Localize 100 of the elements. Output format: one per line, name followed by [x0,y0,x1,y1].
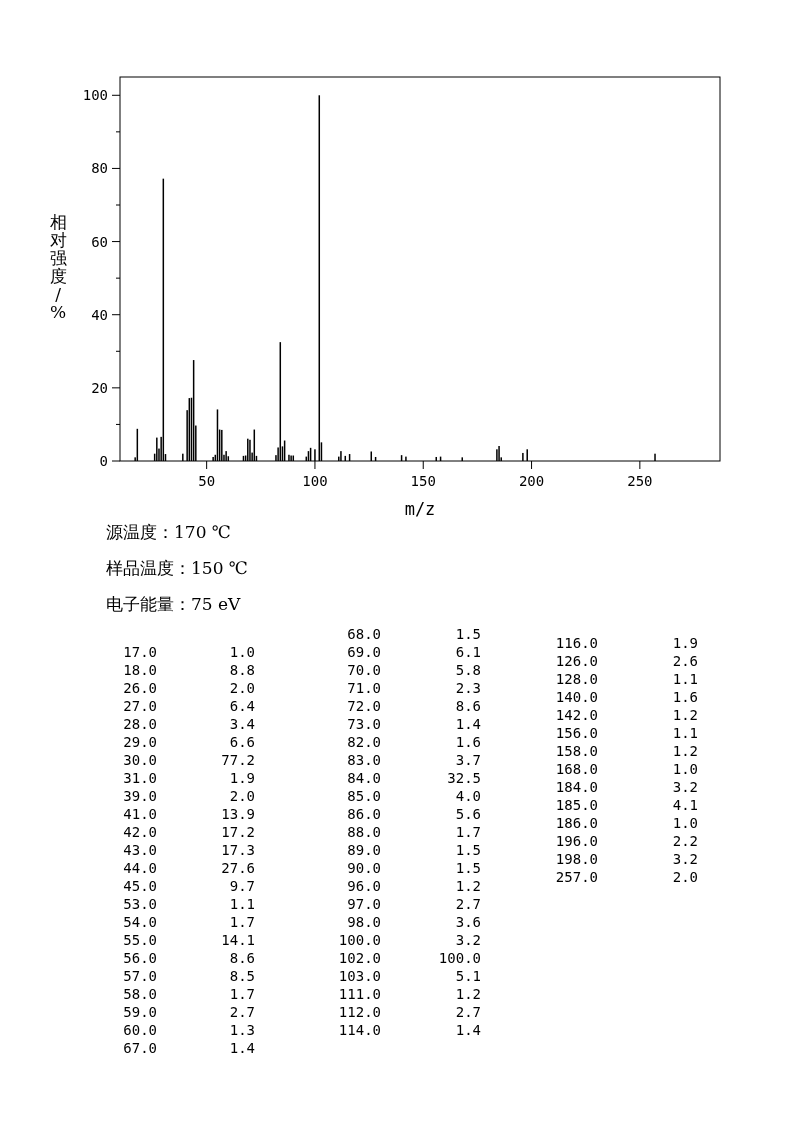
text: 14.1 [221,932,255,948]
text: 13.9 [221,806,255,822]
text: 1.1 [672,671,698,687]
text: 29.0 [123,734,157,750]
x-tick-label: 200 [518,473,545,489]
text: 6.1 [455,644,481,660]
text: 45.0 [123,878,157,894]
text: 70.0 [347,662,381,678]
text: 168.0 [555,761,598,777]
text: 112.0 [338,1004,381,1020]
text: 97.0 [347,896,381,912]
text: 1.4 [455,1022,481,1038]
y-tick-label: 100 [82,87,108,104]
text: 57.0 [123,968,157,984]
text: 17.3 [221,842,255,858]
text: 样品温度：150 ℃ [106,558,248,578]
text: 2.0 [672,869,698,885]
text: 5.1 [455,968,481,984]
text: 28.0 [123,716,157,732]
text: 103.0 [338,968,381,984]
text: 55.0 [123,932,157,948]
text: 6.4 [229,698,255,714]
text: 27.0 [123,698,157,714]
text: 58.0 [123,986,157,1002]
text: 30.0 [123,752,157,768]
text: 3.2 [672,779,698,795]
text: 142.0 [555,707,598,723]
text: 73.0 [347,716,381,732]
text: 1.7 [455,824,481,840]
text: 156.0 [555,725,598,741]
text: 140.0 [555,689,598,705]
text: 158.0 [555,743,598,759]
text: 1.0 [672,761,698,777]
text: 2.7 [455,1004,481,1020]
text: 8.5 [229,968,255,984]
text: 3.4 [229,716,255,732]
text: 1.4 [455,716,481,732]
text: 2.2 [672,833,698,849]
x-axis-title: m/z [404,499,436,519]
text: 111.0 [338,986,381,1002]
text: 98.0 [347,914,381,930]
text: 3.6 [455,914,481,930]
text: 88.0 [347,824,381,840]
text: 8.8 [229,662,255,678]
text: 1.6 [672,689,698,705]
y-axis-title: 相对强度/% [49,212,67,322]
text: 电子能量：75 eV [106,594,242,614]
text: 72.0 [347,698,381,714]
text: 184.0 [555,779,598,795]
text: 3.2 [672,851,698,867]
text: 56.0 [123,950,157,966]
text: 1.0 [672,815,698,831]
text: 1.5 [455,842,481,858]
text: 128.0 [555,671,598,687]
text: 116.0 [555,635,598,651]
text: 9.7 [229,878,255,894]
x-tick-label: 50 [198,473,216,489]
y-tick-label: 40 [91,306,108,323]
y-tick-label: 0 [99,453,108,469]
x-tick-label: 100 [302,473,328,489]
text: 59.0 [123,1004,157,1020]
text: 26.0 [123,680,157,696]
text: 196.0 [555,833,598,849]
x-tick-label: 250 [627,473,653,489]
text: 1.4 [229,1040,255,1056]
text: 18.0 [123,662,157,678]
text: 54.0 [123,914,157,930]
text: 126.0 [555,653,598,669]
text: 1.3 [229,1022,255,1038]
text: 1.6 [455,734,481,750]
text: 100.0 [438,950,481,966]
text: 1.1 [672,725,698,741]
text: 257.0 [555,869,598,885]
text: 8.6 [229,950,255,966]
text: 86.0 [347,806,381,822]
text: 31.0 [123,770,157,786]
text: 89.0 [347,842,381,858]
text: 2.7 [229,1004,255,1020]
text: 186.0 [555,815,598,831]
text: 1.9 [672,635,698,651]
text: 85.0 [347,788,381,804]
text: 5.6 [455,806,481,822]
text: 100.0 [338,932,381,948]
text: 1.5 [455,626,481,642]
text: 1.5 [455,860,481,876]
text: 8.6 [455,698,481,714]
text: 41.0 [123,806,157,822]
text: 67.0 [123,1040,157,1056]
text: 39.0 [123,788,157,804]
text: 42.0 [123,824,157,840]
y-tick-label: 80 [91,160,108,177]
text: 1.7 [229,986,255,1002]
text: 90.0 [347,860,381,876]
text: 1.2 [672,743,698,759]
text: 96.0 [347,878,381,894]
text: 1.9 [229,770,255,786]
text: 17.2 [221,824,255,840]
text: 5.8 [455,662,481,678]
text: 43.0 [123,842,157,858]
text: 2.6 [672,653,698,669]
